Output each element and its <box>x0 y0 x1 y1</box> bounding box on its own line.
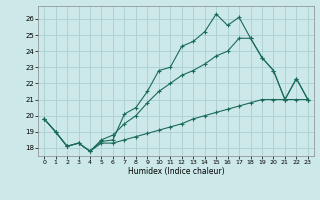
X-axis label: Humidex (Indice chaleur): Humidex (Indice chaleur) <box>128 167 224 176</box>
